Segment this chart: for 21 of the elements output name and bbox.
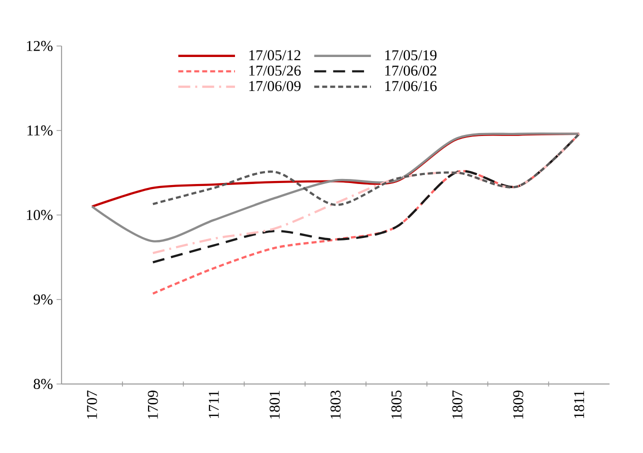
legend-label: 17/05/19 [385,50,436,60]
legend-label: 17/06/16 [385,81,437,92]
x-tick-label: 1805 [391,390,402,419]
x-tick-label: 1707 [86,390,98,419]
x-tick-label: 1807 [452,390,462,419]
y-tick-label: 11% [28,125,53,136]
y-tick-label: 8% [34,378,53,390]
x-tick-label: 1709 [148,390,158,419]
y-tick-label: 12% [26,40,53,52]
legend-label: 17/05/12 [249,50,300,60]
legend-label: 17/06/09 [249,81,301,92]
line-series [90,132,580,242]
legend-label: 17/06/02 [385,66,436,76]
x-tick-label: 1801 [270,390,280,419]
x-tick-label: 1809 [513,390,524,419]
y-tick-label: 10% [26,210,53,220]
x-tick-label: 1811 [574,390,584,418]
legend-label: 17/05/26 [249,66,301,76]
x-tick-label: 1803 [330,390,341,419]
x-tick-label: 1711 [208,390,219,418]
y-tick-label: 9% [34,294,53,305]
